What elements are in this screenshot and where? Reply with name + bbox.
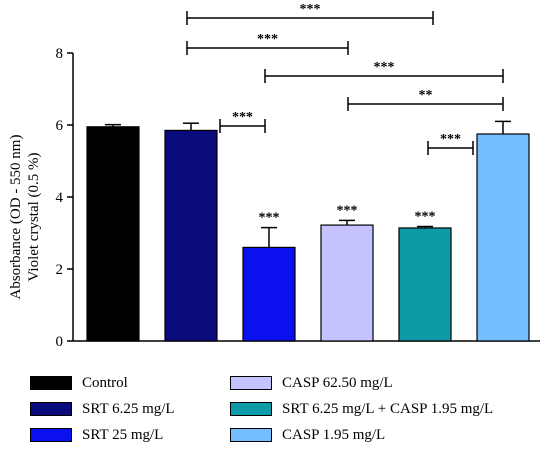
comparison-label-5: *** bbox=[440, 132, 461, 147]
legend-swatch-3 bbox=[230, 402, 272, 416]
legend-item-2: SRT 6.25 mg/L bbox=[30, 398, 175, 420]
bar-5 bbox=[476, 133, 530, 342]
legend-swatch-1 bbox=[230, 376, 272, 390]
legend-item-3: SRT 6.25 mg/L + CASP 1.95 mg/L bbox=[230, 398, 493, 420]
legend-swatch-5 bbox=[230, 428, 272, 442]
legend-item-4: SRT 25 mg/L bbox=[30, 424, 163, 446]
bar-2 bbox=[242, 246, 296, 342]
bar-3 bbox=[320, 224, 374, 342]
y-tick-label-1: 2 bbox=[56, 262, 64, 278]
y-tick-label-0: 0 bbox=[56, 334, 64, 350]
bar-label-4: *** bbox=[415, 210, 436, 225]
bar-1 bbox=[164, 129, 218, 342]
legend-item-5: CASP 1.95 mg/L bbox=[230, 424, 385, 446]
legend-item-1: CASP 62.50 mg/L bbox=[230, 372, 393, 394]
bar-label-2: *** bbox=[259, 211, 280, 226]
legend-swatch-0 bbox=[30, 376, 72, 390]
legend-label-4: SRT 25 mg/L bbox=[82, 426, 164, 443]
y-tick-label-2: 4 bbox=[56, 190, 64, 206]
comparison-label-3: ** bbox=[419, 88, 433, 103]
legend-item-0: Control bbox=[30, 372, 128, 394]
legend-label-3: SRT 6.25 mg/L + CASP 1.95 mg/L bbox=[282, 400, 494, 417]
legend-swatch-2 bbox=[30, 402, 72, 416]
y-tick-label-3: 6 bbox=[56, 118, 64, 134]
comparison-label-0: *** bbox=[300, 2, 321, 17]
legend-label-5: CASP 1.95 mg/L bbox=[282, 426, 386, 443]
comparison-label-4: *** bbox=[232, 110, 253, 125]
bar-0 bbox=[86, 126, 140, 342]
comparison-label-1: *** bbox=[257, 32, 278, 47]
bar-label-3: *** bbox=[337, 203, 358, 218]
bar-4 bbox=[398, 227, 452, 342]
legend-label-1: CASP 62.50 mg/L bbox=[282, 374, 393, 391]
y-axis-label-line2: Violet crystal (0.5 %) bbox=[26, 152, 42, 281]
chart-legend: Control CASP 62.50 mg/L SRT 6.25 mg/L SRT 6… bbox=[30, 372, 550, 452]
y-tick-label-4: 8 bbox=[56, 46, 64, 62]
y-axis-label-line1: Absorbance (OD - 550 nm) bbox=[8, 135, 24, 300]
legend-label-0: Control bbox=[82, 374, 128, 391]
comparison-label-2: *** bbox=[374, 60, 395, 75]
legend-label-2: SRT 6.25 mg/L bbox=[82, 400, 175, 417]
bar-chart: 0 2 4 6 8 Absorbance (OD - 550 nm) Violet crys… bbox=[8, 2, 540, 350]
legend-swatch-4 bbox=[30, 428, 72, 442]
